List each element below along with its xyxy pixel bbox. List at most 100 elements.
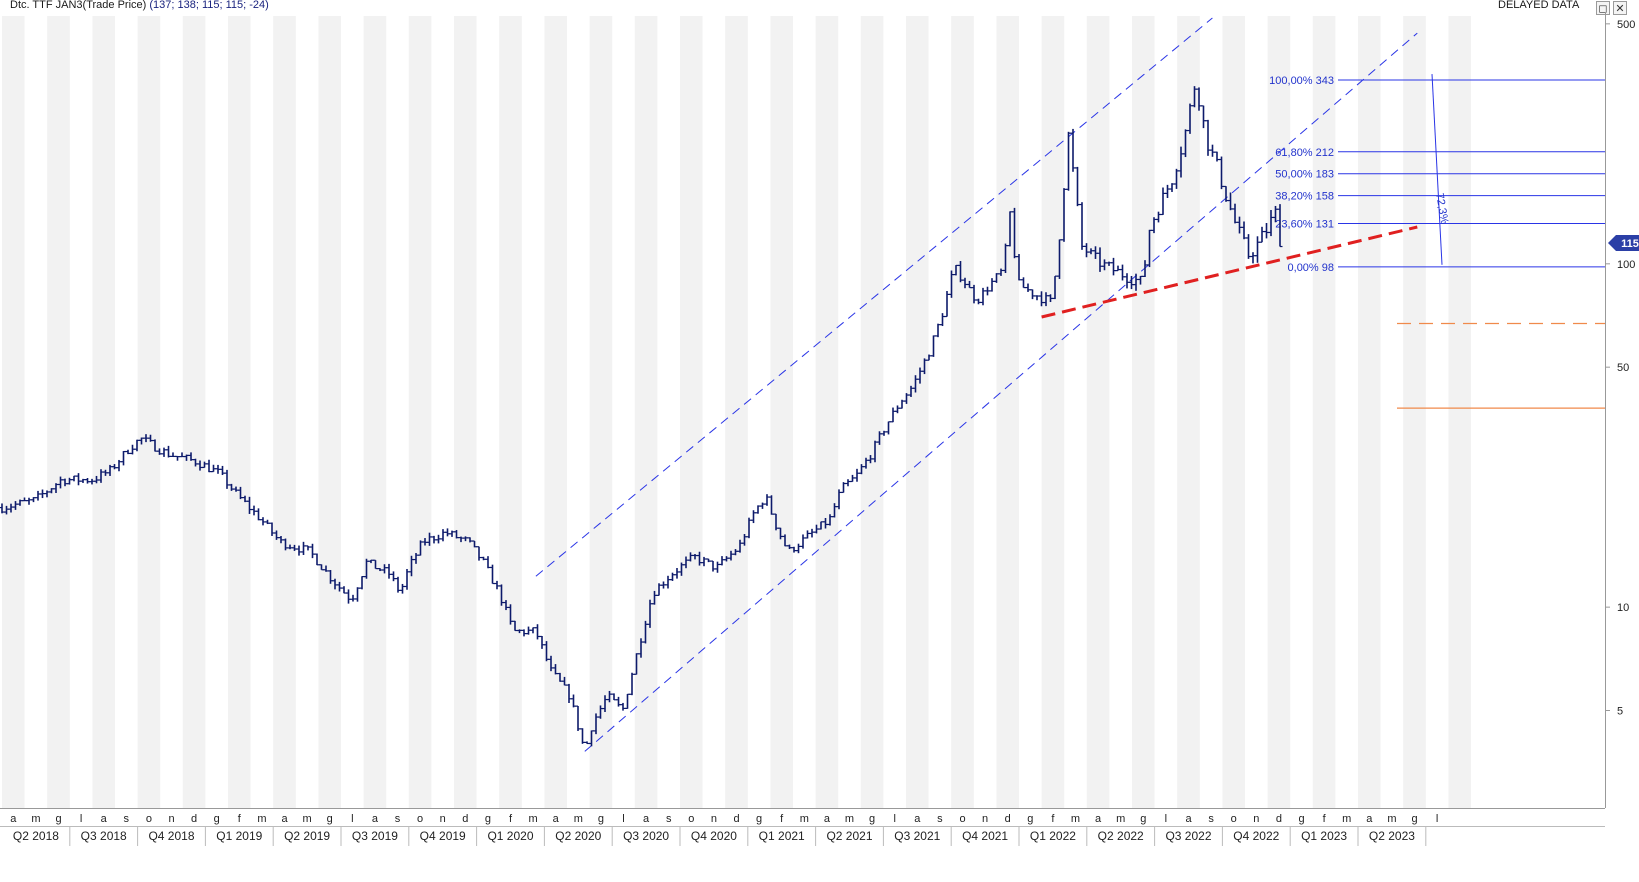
support-trend-line [1041, 225, 1418, 319]
month-stripe [680, 16, 703, 808]
chart-header: Dtc. TTF JAN3(Trade Price) (137; 138; 11… [0, 0, 1639, 16]
month-tick-label: d [1005, 813, 1011, 825]
month-stripe [544, 16, 567, 808]
month-tick-label: g [1298, 813, 1304, 825]
month-stripe [408, 16, 432, 808]
quarter-tick-label: Q1 2023 [1301, 829, 1347, 843]
month-stripe [770, 16, 793, 808]
month-tick-label: s [666, 813, 672, 825]
last-price-badge: 115 [1608, 234, 1639, 251]
fib-retracement-label: 72,3% [1433, 192, 1450, 225]
quarter-tick-label: Q2 2018 [13, 829, 59, 843]
month-tick-label: g [869, 813, 875, 825]
month-tick-label: m [257, 813, 266, 825]
month-tick-label: a [914, 813, 921, 825]
month-tick-label: o [1231, 813, 1237, 825]
month-tick-label: m [800, 813, 809, 825]
quarter-tick-label: Q1 2022 [1030, 829, 1076, 843]
month-stripe [1448, 16, 1471, 808]
quarter-tick-label: Q3 2020 [623, 829, 669, 843]
month-tick-label: g [598, 813, 604, 825]
month-tick-label: n [711, 813, 717, 825]
month-tick-label: f [1323, 813, 1327, 825]
quarter-tick-label: Q1 2019 [216, 829, 262, 843]
month-stripe [228, 16, 251, 808]
fib-level-label: 50,00% 183 [1275, 169, 1334, 181]
month-stripe [182, 16, 206, 808]
quarter-tick-label: Q2 2021 [826, 829, 872, 843]
fib-level-label: 23,60% 131 [1275, 219, 1334, 231]
month-tick-label: d [733, 813, 739, 825]
close-button[interactable]: ✕ [1613, 1, 1627, 15]
quarter-tick-label: Q4 2021 [962, 829, 1008, 843]
month-stripe [1086, 16, 1110, 808]
month-tick-label: l [893, 813, 895, 825]
month-tick-label: l [1165, 813, 1167, 825]
maximize-button[interactable]: ◻ [1596, 1, 1610, 15]
month-tick-label: m [303, 813, 312, 825]
fibonacci-retracement[interactable]: 100,00% 343 61,80% 212 50,00% 183 38,20% 15… [1269, 74, 1605, 274]
month-stripes [2, 16, 1471, 808]
fib-level-label: 61,80% 212 [1275, 147, 1334, 159]
month-tick-label: f [1051, 813, 1055, 825]
month-tick-label: m [31, 813, 40, 825]
month-stripe [951, 16, 974, 808]
month-tick-label: a [101, 813, 108, 825]
month-tick-label: s [395, 813, 401, 825]
month-tick-label: g [485, 813, 491, 825]
instrument-name: Dtc. TTF JAN3(Trade Price) [10, 0, 147, 11]
fib-level-label: 100,00% 343 [1269, 75, 1334, 87]
month-tick-label: a [553, 813, 560, 825]
month-stripe [1403, 16, 1426, 808]
month-tick-label: a [1095, 813, 1102, 825]
month-tick-label: a [281, 813, 288, 825]
quarter-tick-label: Q3 2021 [894, 829, 940, 843]
close-icon: ✕ [1615, 2, 1625, 15]
month-tick-label: n [168, 813, 174, 825]
month-tick-label: m [1387, 813, 1396, 825]
support-line[interactable] [1041, 225, 1418, 319]
instrument-title: Dtc. TTF JAN3(Trade Price) (137; 138; 11… [10, 0, 269, 11]
month-tick-label: a [1185, 813, 1192, 825]
fib-level-label: 0,00% 98 [1288, 262, 1334, 274]
delayed-data-label: DELAYED DATA [1498, 0, 1580, 11]
month-stripe [1041, 16, 1065, 808]
quarter-tick-label: Q2 2019 [284, 829, 330, 843]
month-stripe [273, 16, 296, 808]
month-tick-label: g [214, 813, 220, 825]
month-tick-label: o [146, 813, 152, 825]
fib-level-label: 38,20% 158 [1275, 191, 1334, 203]
month-tick-label: d [191, 813, 197, 825]
trend-channel[interactable] [535, 17, 1418, 752]
last-price-badge-text: 115 [1621, 238, 1639, 250]
quarter-tick-label: Q3 2019 [352, 829, 398, 843]
month-tick-label: a [824, 813, 831, 825]
month-stripe [996, 16, 1019, 808]
month-tick-label: s [1208, 813, 1214, 825]
quarter-tick-label: Q4 2018 [148, 829, 194, 843]
month-tick-label: g [1411, 813, 1417, 825]
maximize-icon: ◻ [1598, 2, 1608, 15]
quarter-tick-label: Q4 2022 [1233, 829, 1279, 843]
ohlc-values: (137; 138; 115; 115; -24) [149, 0, 269, 11]
month-tick-label: a [643, 813, 650, 825]
month-stripe [1312, 16, 1336, 808]
month-tick-label: n [1253, 813, 1259, 825]
month-stripe [47, 16, 70, 808]
price-axis: 5 10 50 100 500 [1605, 12, 1635, 808]
price-tick-label: 5 [1617, 705, 1623, 717]
month-tick-label: d [462, 813, 468, 825]
month-stripe [1222, 16, 1245, 808]
month-tick-label: f [509, 813, 513, 825]
month-tick-label: s [124, 813, 130, 825]
quarter-tick-label: Q2 2023 [1369, 829, 1415, 843]
month-stripe [860, 16, 884, 808]
month-tick-label: m [845, 813, 854, 825]
fib-retracement-line [1431, 74, 1443, 265]
month-stripe [318, 16, 341, 808]
quarter-tick-label: Q3 2018 [81, 829, 127, 843]
month-stripe [1358, 16, 1381, 808]
month-tick-label: n [982, 813, 988, 825]
